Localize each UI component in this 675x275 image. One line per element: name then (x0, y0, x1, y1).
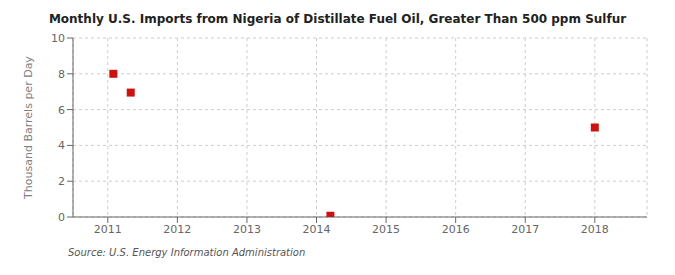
svg-text:2012: 2012 (163, 223, 191, 236)
html-text:Monthly U.S. Imports from Nige: Monthly U.S. Imports from Nigeria of Dis… (48, 12, 627, 26)
svg-text:2014: 2014 (303, 223, 331, 236)
svg-text:2016: 2016 (442, 223, 470, 236)
svg-text:2017: 2017 (511, 223, 539, 236)
svg-text:2: 2 (58, 175, 65, 188)
svg-text:2013: 2013 (233, 223, 261, 236)
svg-text:2011: 2011 (94, 223, 122, 236)
svg-text:2015: 2015 (372, 223, 400, 236)
svg-text:10: 10 (51, 32, 65, 45)
svg-text:2018: 2018 (581, 223, 609, 236)
svg-text:4: 4 (58, 139, 65, 152)
svg-text:Thousand Barrels per Day: Thousand Barrels per Day (22, 56, 35, 200)
svg-text:6: 6 (58, 104, 65, 117)
svg-text:8: 8 (58, 68, 65, 81)
svg-text:0: 0 (58, 211, 65, 224)
html-text:Source: U.S. Energy Informatio: Source: U.S. Energy Information Administ… (68, 247, 306, 258)
